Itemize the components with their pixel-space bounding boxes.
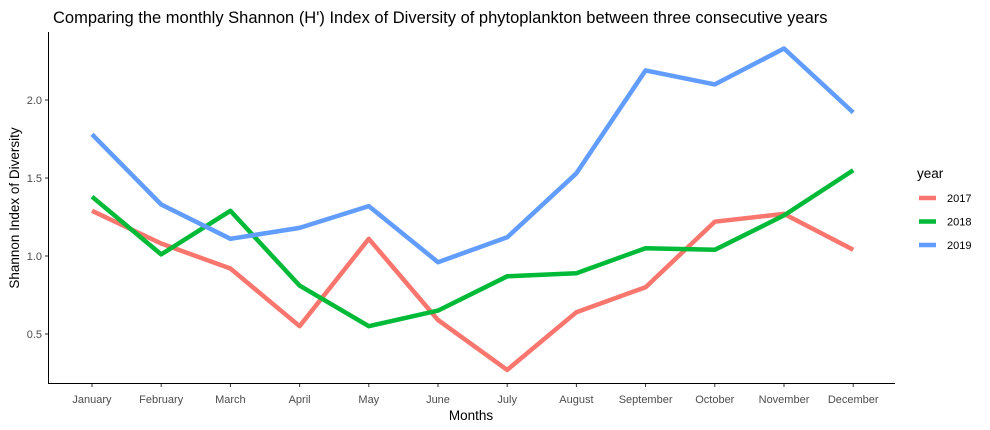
series-line-2018 — [90, 168, 855, 329]
x-tick-label: September — [619, 394, 673, 406]
legend: year 2017 2018 2019 — [917, 166, 971, 252]
x-tick-label: October — [695, 394, 734, 406]
series-line-2017 — [91, 208, 855, 373]
legend-label: 2019 — [947, 240, 971, 252]
y-tick-label: 1.5 — [27, 173, 42, 185]
x-tick-label: June — [426, 394, 450, 406]
legend-items: 2017 2018 2019 — [919, 193, 971, 252]
legend-title: year — [917, 166, 944, 181]
series-line-2019 — [90, 46, 855, 265]
x-ticks: January February March April May June July Augu… — [72, 384, 879, 406]
legend-label: 2017 — [947, 193, 971, 205]
x-tick-label: February — [139, 394, 184, 406]
x-tick-label: April — [289, 394, 311, 406]
y-tick-label: 1.0 — [27, 251, 42, 263]
y-tick-label: 0.5 — [27, 329, 42, 341]
x-axis-title: Months — [449, 408, 494, 423]
x-tick-label: March — [215, 394, 246, 406]
y-ticks: 0.5 1.0 1.5 2.0 — [27, 95, 48, 341]
x-tick-label: July — [497, 394, 517, 406]
series-lines — [90, 46, 855, 373]
plot-area: 0.5 1.0 1.5 2.0 January February March April Ma… — [27, 32, 895, 406]
x-tick-label: November — [759, 394, 810, 406]
y-axis-title: Shannon Index of Diversity — [7, 127, 22, 289]
x-tick-label: December — [828, 394, 879, 406]
x-tick-label: August — [559, 394, 593, 406]
legend-label: 2018 — [947, 217, 971, 229]
x-tick-label: January — [72, 394, 112, 406]
y-tick-label: 2.0 — [27, 95, 42, 107]
x-tick-label: May — [358, 394, 379, 406]
chart-title: Comparing the monthly Shannon (H') Index… — [53, 9, 828, 27]
